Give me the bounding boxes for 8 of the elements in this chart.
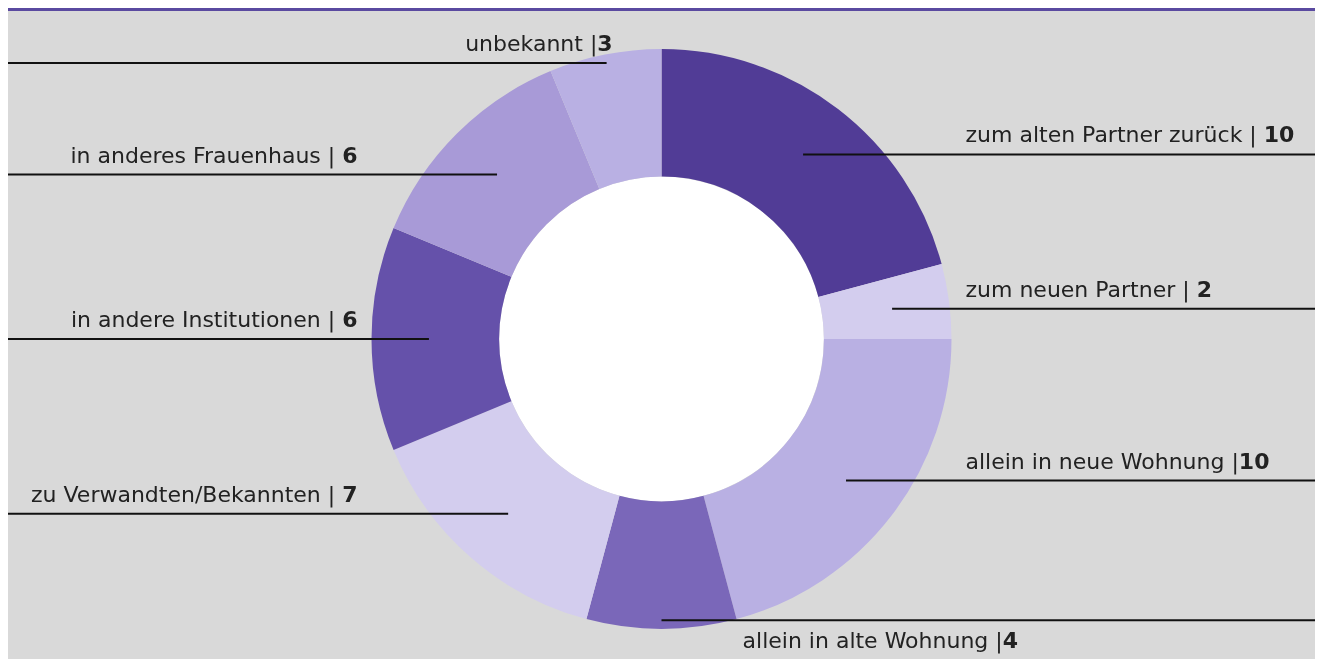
slice-label: in anderes Frauenhaus | 6 xyxy=(70,142,358,169)
slice-label: in andere Institutionen | 6 xyxy=(70,307,358,333)
slice-label: zum alten Partner zurück | 10 xyxy=(965,122,1295,149)
slice-label: allein in neue Wohnung |10 xyxy=(965,448,1270,475)
slice-label: zu Verwandten/Bekannten | 7 xyxy=(31,481,358,508)
slice-label: unbekannt |3 xyxy=(465,31,613,58)
slice-label: zum neuen Partner | 2 xyxy=(965,276,1212,303)
slice-label: allein in alte Wohnung |4 xyxy=(742,628,1019,655)
